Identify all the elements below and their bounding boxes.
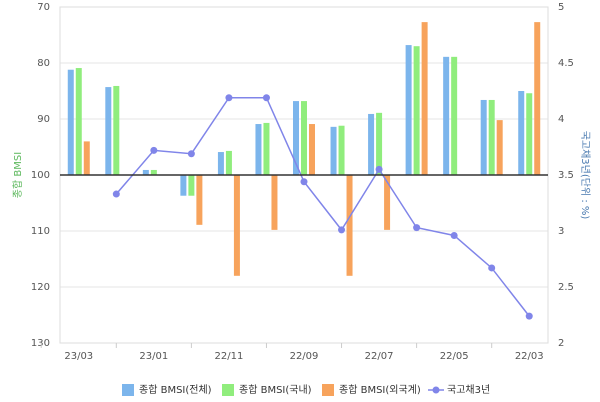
x-tick-label: 22/09 (290, 351, 319, 362)
y-tick-label: 120 (31, 282, 50, 293)
y2-tick-label: 5 (558, 2, 564, 13)
bar (443, 56, 450, 176)
x-tick-label: 23/03 (64, 351, 93, 362)
line-point (112, 190, 120, 198)
y2-axis-title: 국고채3년(단위 : %) (579, 131, 592, 220)
bar (330, 126, 337, 175)
y-tick-label: 100 (31, 170, 50, 181)
y-tick-label: 70 (37, 2, 50, 13)
y-tick-label: 110 (31, 226, 50, 237)
line-point (450, 231, 458, 239)
x-tick-label: 23/01 (139, 351, 168, 362)
x-tick-label: 22/03 (515, 351, 544, 362)
y-tick-label: 80 (37, 58, 50, 69)
line-point (225, 94, 233, 102)
bar (421, 22, 428, 176)
bar (346, 175, 353, 276)
bar (534, 22, 541, 176)
line-point (413, 224, 421, 232)
bar (301, 101, 307, 175)
y-tick-label: 90 (37, 114, 50, 125)
line-point (488, 264, 496, 272)
legend-label: 국고채3년 (447, 384, 490, 396)
line-point (338, 226, 346, 234)
line (115, 96, 530, 317)
bar (188, 175, 195, 196)
legend-marker (432, 386, 440, 394)
y-tick-label: 130 (31, 338, 50, 349)
bar (142, 169, 149, 175)
line-point (525, 312, 533, 320)
bar (496, 120, 503, 175)
y2-tick-label: 3 (558, 226, 564, 237)
y2-tick-label: 3.5 (558, 170, 574, 181)
bar (526, 93, 533, 175)
x-tick-label: 22/07 (365, 351, 394, 362)
bar (113, 85, 120, 175)
bar (309, 124, 315, 175)
bar (368, 113, 375, 175)
bar (255, 124, 262, 175)
bar (451, 56, 458, 176)
bar (488, 99, 495, 175)
legend-label: 종합 BMSI(전체) (139, 384, 212, 396)
bar (150, 169, 157, 175)
y2-tick-label: 4 (558, 114, 564, 125)
legend-swatch (122, 384, 134, 396)
bar (233, 175, 240, 276)
bar (293, 101, 299, 175)
legend-label: 종합 BMSI(외국계) (339, 384, 421, 396)
line-point (300, 178, 308, 186)
bar (217, 152, 224, 175)
y2-tick-label: 2.5 (558, 282, 574, 293)
legend-swatch (222, 384, 234, 396)
y2-tick-label: 2 (558, 338, 564, 349)
bar (263, 122, 270, 175)
legend-swatch (322, 384, 334, 396)
bar (75, 68, 82, 175)
bar (518, 91, 525, 175)
bar (405, 45, 412, 175)
y2-tick-label: 4.5 (558, 58, 574, 69)
bar (196, 175, 203, 225)
bar (67, 69, 74, 175)
bar (413, 46, 420, 176)
line-point (187, 150, 195, 158)
bar (271, 175, 278, 230)
bar (384, 175, 391, 230)
x-tick-label: 22/11 (215, 351, 244, 362)
bar (83, 141, 90, 175)
bar (480, 99, 487, 175)
line-point (375, 165, 383, 173)
line-point (150, 146, 158, 154)
legend-label: 종합 BMSI(국내) (239, 384, 312, 396)
bar (225, 150, 232, 175)
x-tick-label: 22/05 (440, 351, 469, 362)
bar (105, 87, 112, 175)
line-point (262, 94, 270, 102)
bar (376, 112, 383, 175)
bar (180, 175, 187, 196)
y-axis-title: 종합 BMSI (12, 152, 24, 198)
bar (338, 125, 345, 175)
